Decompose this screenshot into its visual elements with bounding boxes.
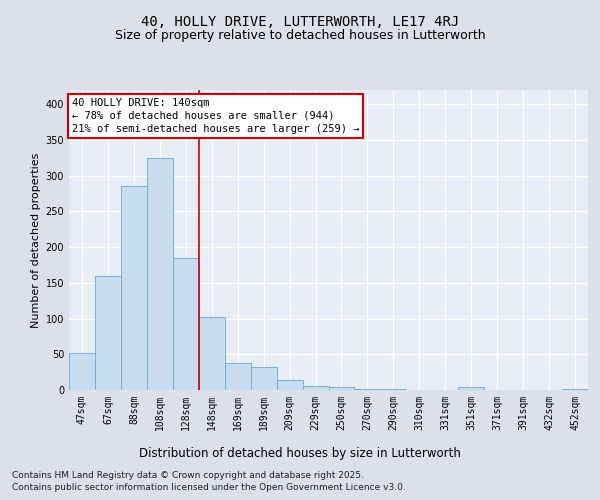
Bar [121, 186, 147, 390]
Text: Contains public sector information licensed under the Open Government Licence v3: Contains public sector information licen… [12, 482, 406, 492]
Text: Size of property relative to detached houses in Lutterworth: Size of property relative to detached ho… [115, 29, 485, 42]
Bar [302, 386, 329, 390]
Bar [277, 380, 302, 390]
Bar [562, 388, 588, 390]
Bar [458, 387, 484, 390]
Bar [95, 276, 121, 390]
Bar [251, 367, 277, 390]
Y-axis label: Number of detached properties: Number of detached properties [31, 152, 41, 328]
Bar [173, 258, 199, 390]
Bar [147, 158, 173, 390]
Text: Distribution of detached houses by size in Lutterworth: Distribution of detached houses by size … [139, 448, 461, 460]
Bar [329, 387, 355, 390]
Bar [355, 388, 380, 390]
Text: Contains HM Land Registry data © Crown copyright and database right 2025.: Contains HM Land Registry data © Crown c… [12, 471, 364, 480]
Text: 40, HOLLY DRIVE, LUTTERWORTH, LE17 4RJ: 40, HOLLY DRIVE, LUTTERWORTH, LE17 4RJ [141, 15, 459, 29]
Bar [199, 317, 224, 390]
Text: 40 HOLLY DRIVE: 140sqm
← 78% of detached houses are smaller (944)
21% of semi-de: 40 HOLLY DRIVE: 140sqm ← 78% of detached… [71, 98, 359, 134]
Bar [69, 353, 95, 390]
Bar [225, 363, 251, 390]
